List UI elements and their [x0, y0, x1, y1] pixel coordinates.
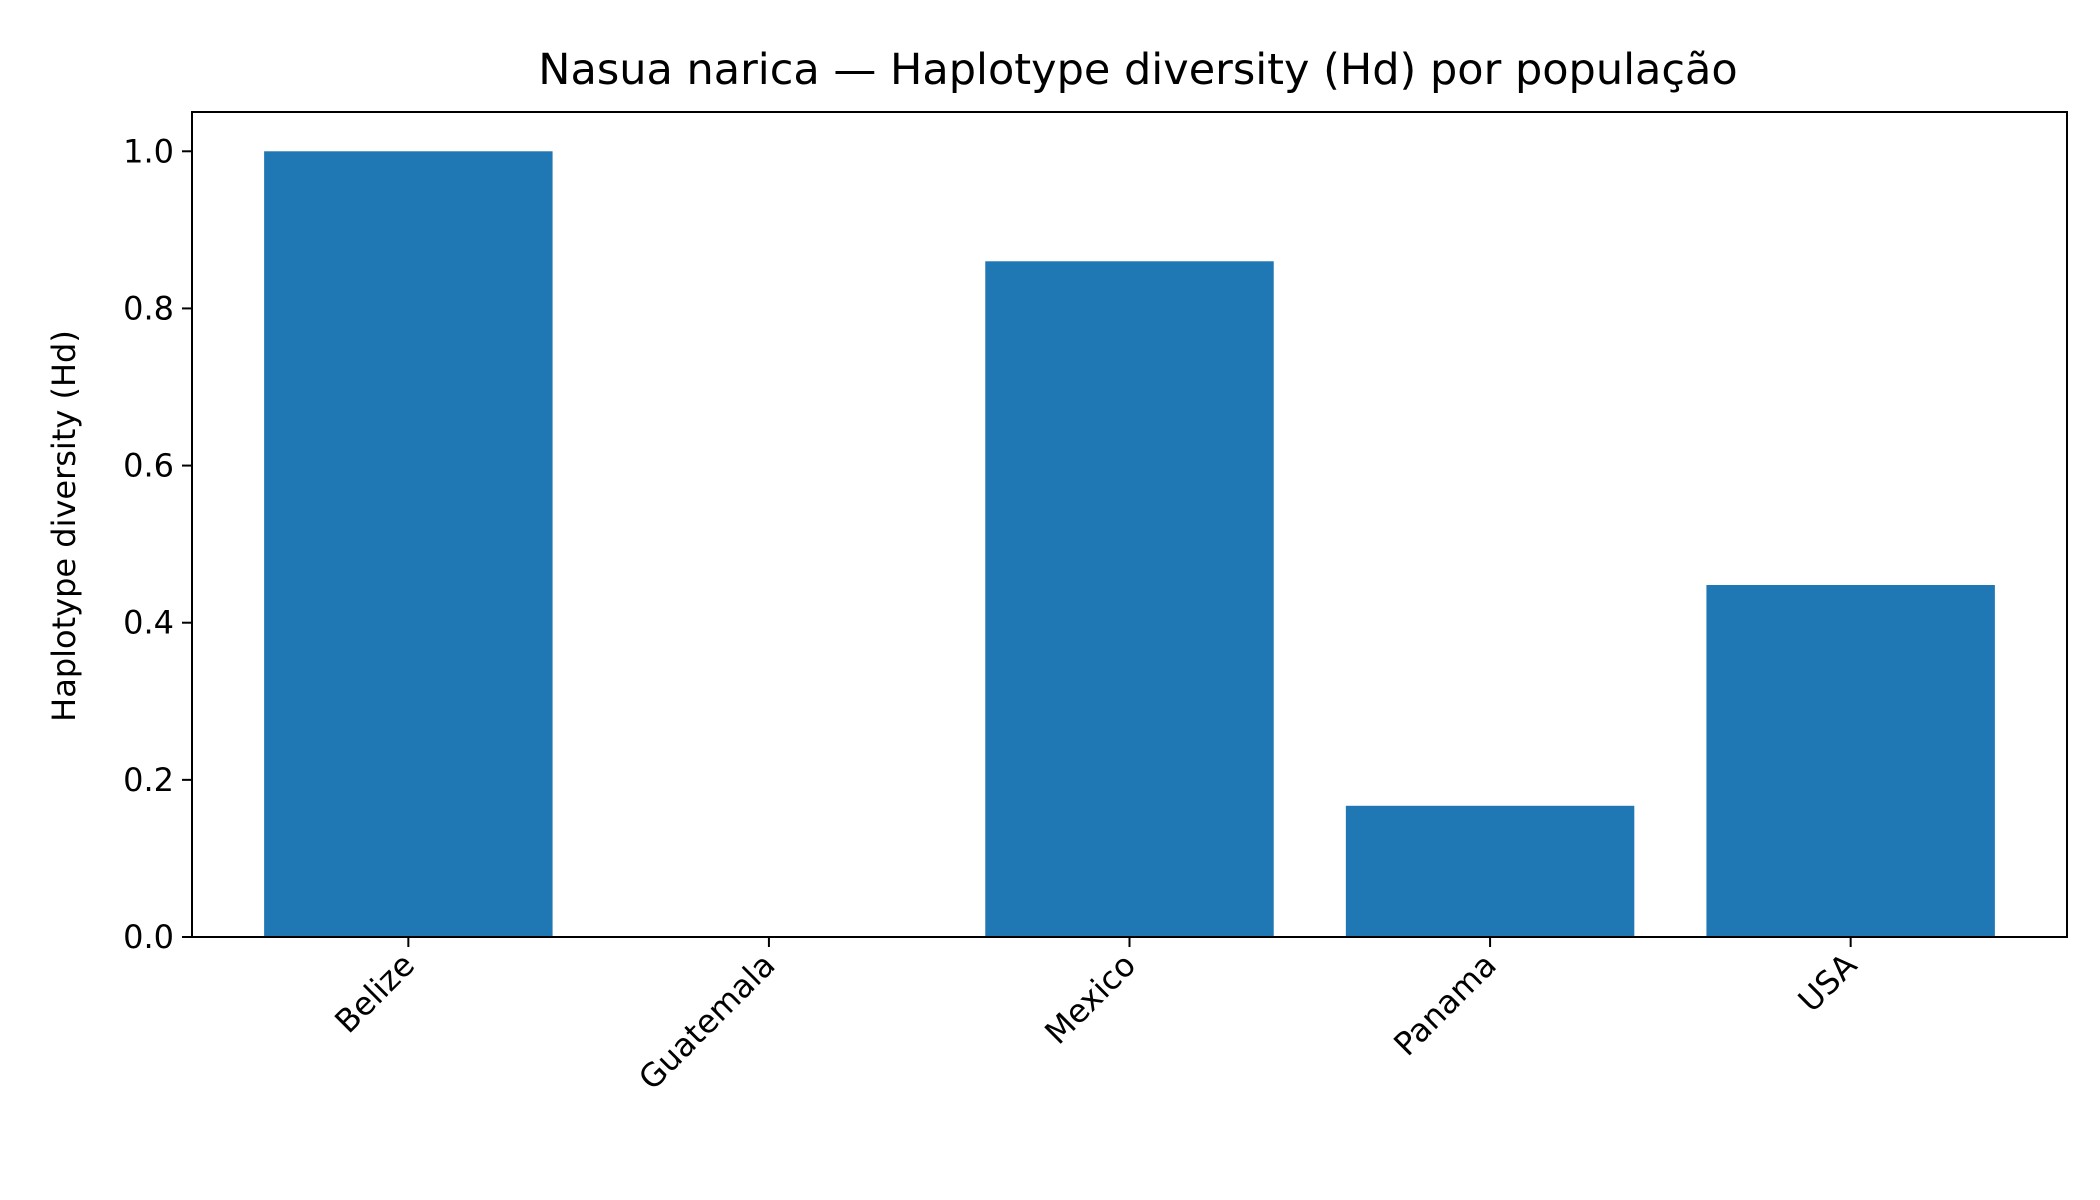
bar-mexico: [985, 261, 1274, 937]
bars-layer: [264, 151, 1995, 938]
bar-belize: [264, 151, 553, 938]
y-tick-label: 0.2: [123, 761, 174, 799]
y-tick-label: 0.4: [123, 604, 174, 642]
bar-usa: [1706, 585, 1995, 937]
y-axis-label: Haplotype diversity (Hd): [45, 330, 83, 722]
y-tick-label: 0.6: [123, 447, 174, 485]
y-tick-label: 0.8: [123, 289, 174, 327]
chart-title: Nasua narica — Haplotype diversity (Hd) …: [538, 45, 1737, 95]
bar-panama: [1345, 805, 1635, 937]
y-tick-label: 1.0: [123, 132, 174, 170]
y-tick-label: 0.0: [123, 918, 174, 956]
